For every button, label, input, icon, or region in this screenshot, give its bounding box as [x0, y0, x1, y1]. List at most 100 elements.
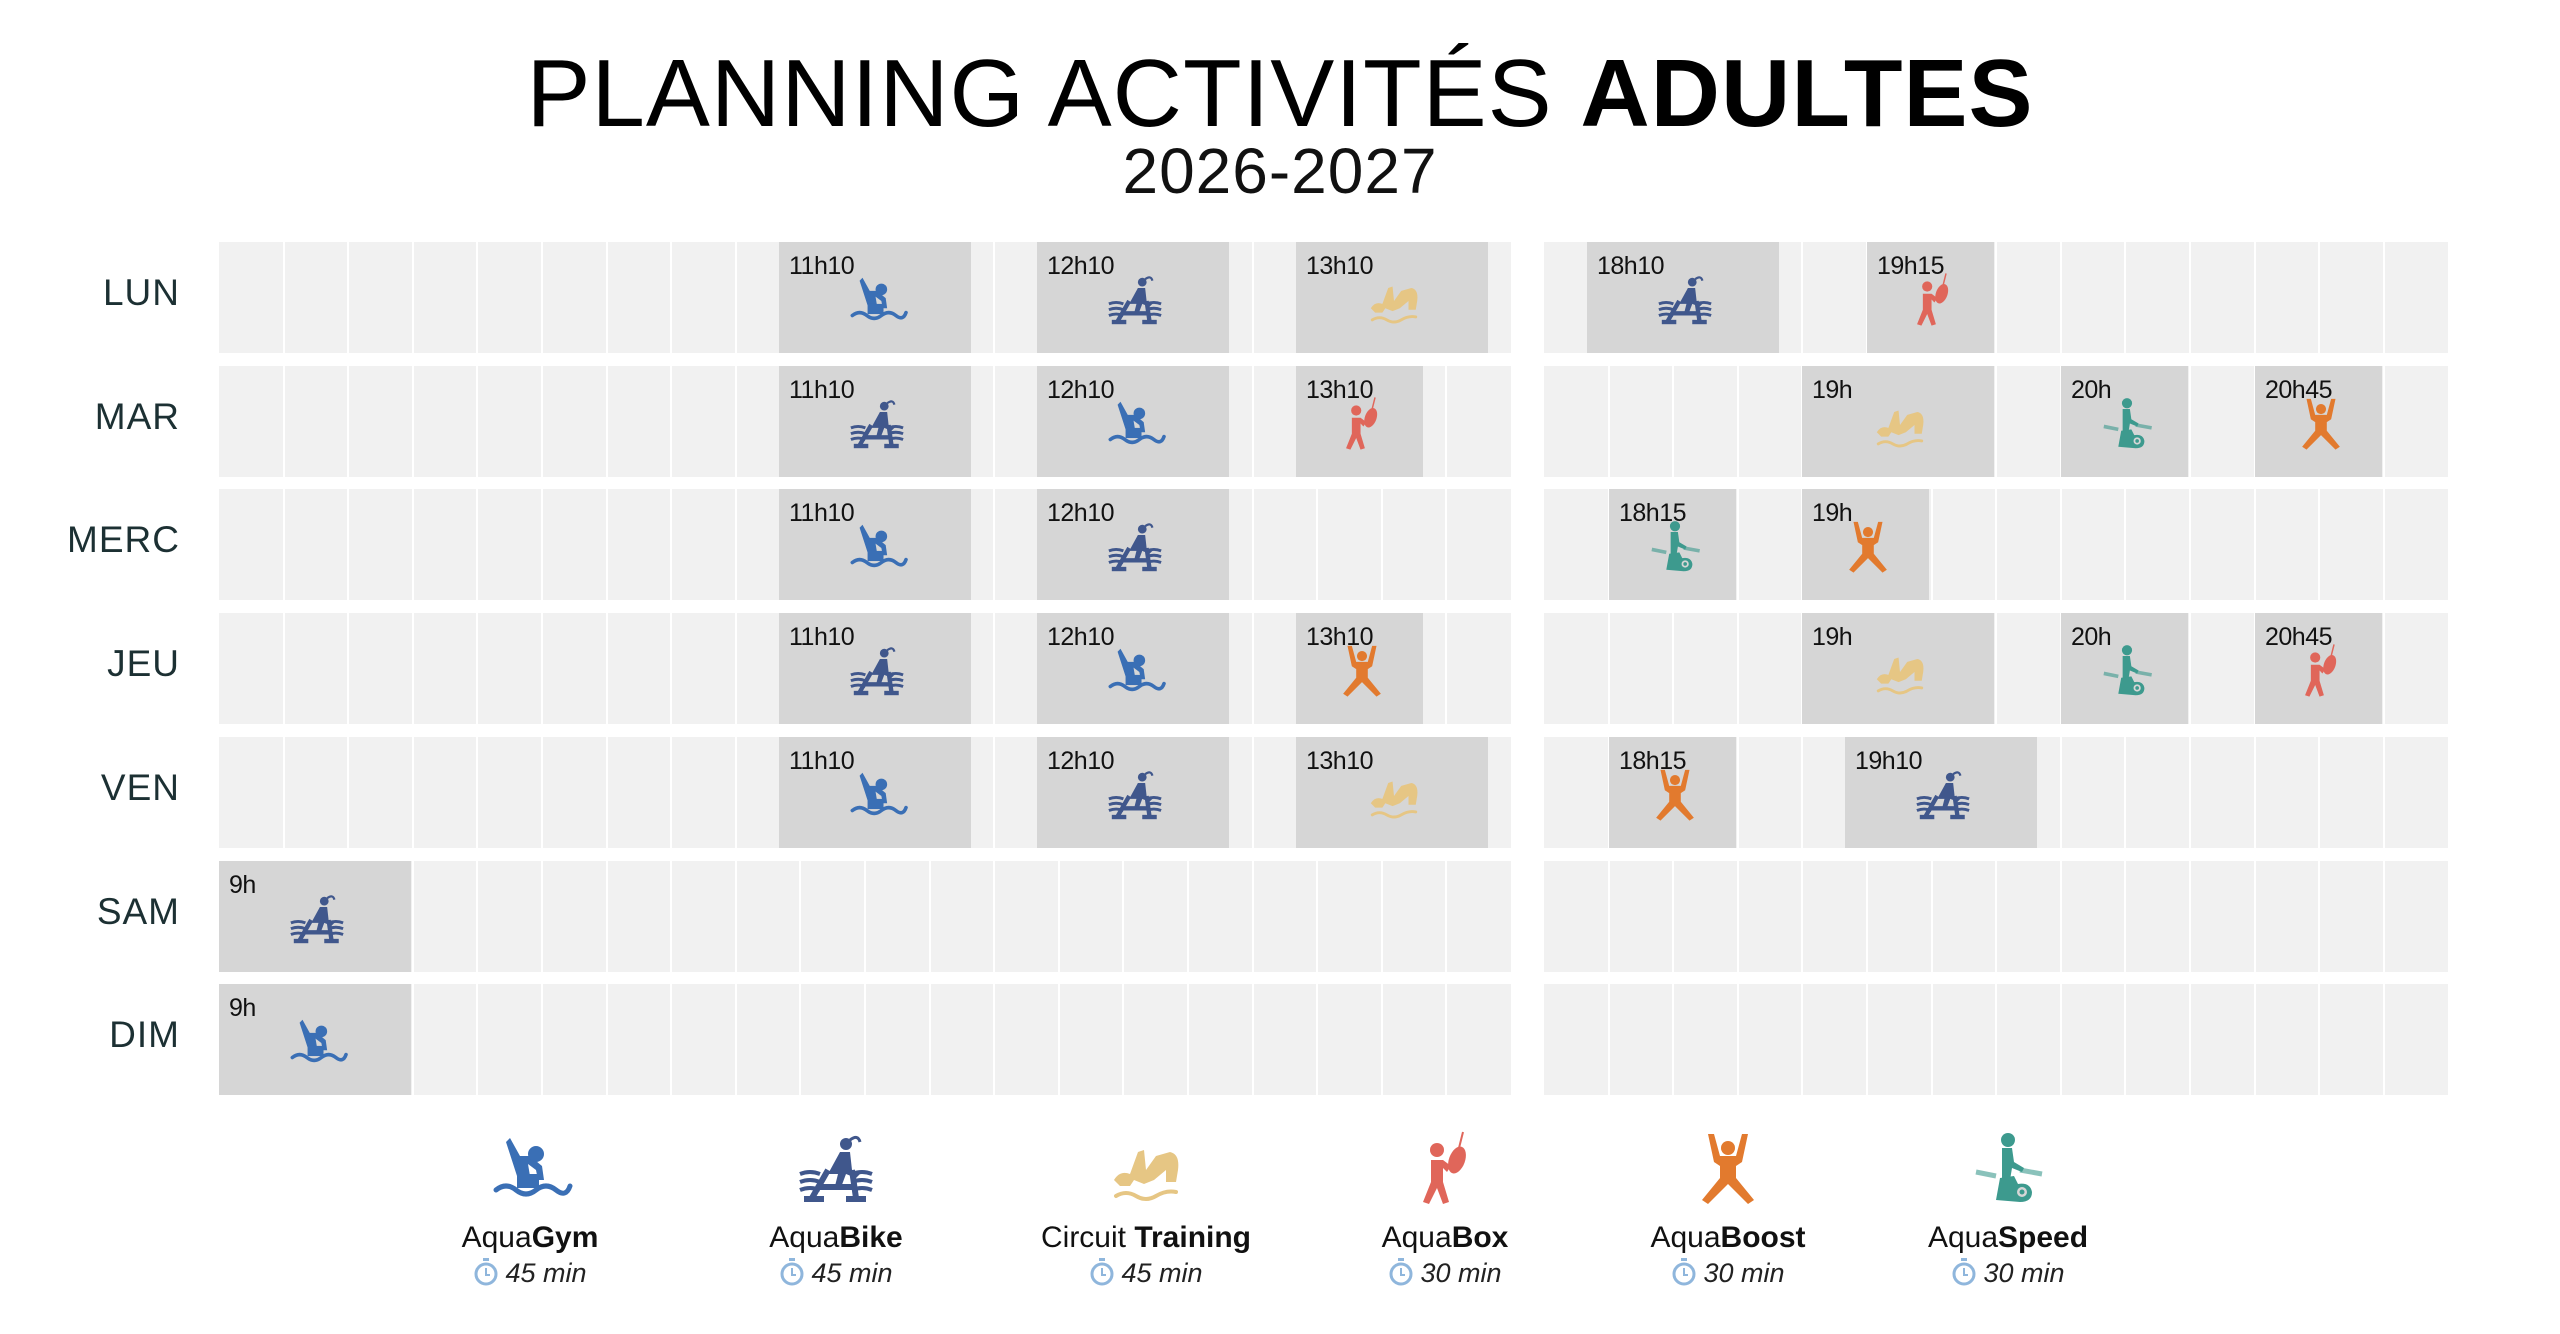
swimmer-icon — [1097, 643, 1173, 701]
circuit-training-icon — [1862, 643, 1938, 701]
session-aquabike[interactable]: 11h10 — [779, 613, 971, 725]
session-time: 20h — [2071, 623, 2112, 652]
slot-divider — [2383, 242, 2385, 353]
slot-divider — [1252, 736, 1254, 848]
slot-divider — [1995, 860, 1997, 972]
duration-text: 30 min — [1420, 1258, 1502, 1288]
slot-divider — [476, 365, 478, 477]
session-aquabox[interactable]: 19h15 — [1867, 242, 1994, 353]
slot-divider — [2124, 860, 2126, 972]
session-aquagym[interactable]: 9h — [219, 984, 411, 1096]
slot-divider — [1672, 860, 1674, 972]
session-circuit[interactable]: 19h — [1802, 365, 1994, 477]
slot-divider — [670, 984, 672, 1096]
legend-duration: 45 min — [380, 1256, 680, 1290]
swimmer-icon — [1097, 396, 1173, 454]
session-aquabike[interactable]: 18h10 — [1587, 242, 1779, 353]
jumping-person-icon — [1830, 519, 1906, 577]
activity-prefix: Aqua — [769, 1221, 840, 1254]
slot-divider — [2189, 365, 2191, 477]
slot-divider — [670, 489, 672, 601]
slot-divider — [1608, 984, 1610, 1096]
slot-divider — [2318, 736, 2320, 848]
jumping-person-icon — [2283, 396, 2359, 454]
slot-divider — [2254, 736, 2256, 848]
slot-divider — [1995, 489, 1997, 601]
session-aquagym[interactable]: 12h10 — [1037, 365, 1229, 477]
slot-divider — [735, 489, 737, 601]
session-time: 18h15 — [1619, 746, 1687, 775]
duration-text: 45 min — [811, 1258, 893, 1288]
slot-divider — [2254, 242, 2256, 353]
session-circuit[interactable]: 13h10 — [1296, 736, 1488, 848]
legend-activity-name: AquaBoost — [1578, 1220, 1878, 1256]
session-aquagym[interactable]: 11h10 — [779, 242, 971, 353]
activity-prefix: Aqua — [1927, 1221, 1999, 1254]
circuit-training-icon — [1862, 396, 1938, 454]
slot-divider — [1737, 365, 1739, 477]
slot-divider — [283, 613, 285, 725]
slot-divider — [2060, 489, 2062, 601]
slot-divider — [412, 365, 414, 477]
session-aquagym[interactable]: 11h10 — [779, 736, 971, 848]
session-aquabike[interactable]: 9h — [219, 860, 411, 972]
session-time: 19h — [1812, 623, 1853, 652]
session-circuit[interactable]: 19h — [1802, 613, 1994, 725]
slot-divider — [2383, 613, 2385, 725]
swimmer-icon — [839, 272, 915, 330]
swimmer-icon — [839, 767, 915, 825]
session-aquaspeed[interactable]: 20h — [2061, 613, 2188, 725]
session-aquaboost[interactable]: 18h15 — [1609, 736, 1736, 848]
slot-divider — [1866, 860, 1868, 972]
day-label: VEN — [100, 766, 180, 808]
session-aquabike[interactable]: 12h10 — [1037, 489, 1229, 601]
slot-divider — [347, 736, 349, 848]
session-aquabike[interactable]: 19h10 — [1845, 736, 2037, 848]
slot-divider — [993, 489, 995, 601]
duration-text: 30 min — [1983, 1258, 2065, 1288]
session-time: 11h10 — [789, 375, 855, 404]
slot-divider — [1737, 860, 1739, 972]
session-time: 18h10 — [1597, 252, 1665, 280]
session-aquaboost[interactable]: 19h — [1802, 489, 1929, 601]
slot-divider — [735, 242, 737, 353]
stationary-bike-icon — [2089, 643, 2165, 701]
legend-item-aquagym: AquaGym 45 min — [380, 1130, 680, 1290]
slot-divider — [476, 860, 478, 972]
slot-divider — [2189, 613, 2191, 725]
session-aquaspeed[interactable]: 20h — [2061, 365, 2188, 477]
legend-item-aquaspeed: AquaSpeed 30 min — [1858, 1130, 2158, 1290]
slot-divider — [2318, 242, 2320, 353]
legend-item-aquabox: AquaBox 30 min — [1295, 1130, 1595, 1290]
water-bike-icon — [790, 1130, 882, 1210]
session-circuit[interactable]: 13h10 — [1296, 242, 1488, 353]
day-label: MAR — [94, 395, 180, 437]
circuit-training-icon — [1100, 1130, 1192, 1210]
slot-divider — [1995, 984, 1997, 1096]
slot-divider — [1737, 736, 1739, 848]
session-time: 13h10 — [1306, 375, 1374, 404]
slot-divider — [476, 489, 478, 601]
slot-divider — [670, 860, 672, 972]
session-time: 20h — [2071, 375, 2112, 404]
slot-divider — [1608, 613, 1610, 725]
slot-divider — [993, 984, 995, 1096]
legend-activity-name: AquaBike — [686, 1220, 986, 1256]
slot-divider — [606, 365, 608, 477]
session-aquaspeed[interactable]: 18h15 — [1609, 489, 1736, 601]
session-aquabox[interactable]: 13h10 — [1296, 365, 1423, 477]
slot-divider — [1122, 984, 1124, 1096]
session-aquagym[interactable]: 11h10 — [779, 489, 971, 601]
session-aquabike[interactable]: 11h10 — [779, 365, 971, 477]
slot-divider — [1445, 860, 1447, 972]
slot-divider — [2124, 736, 2126, 848]
session-aquabox[interactable]: 20h45 — [2255, 613, 2382, 725]
slot-divider — [1122, 860, 1124, 972]
session-time: 12h10 — [1047, 252, 1115, 280]
session-aquabike[interactable]: 12h10 — [1037, 736, 1229, 848]
session-aquagym[interactable]: 12h10 — [1037, 613, 1229, 725]
session-aquaboost[interactable]: 13h10 — [1296, 613, 1423, 725]
slot-divider — [1058, 860, 1060, 972]
session-aquabike[interactable]: 12h10 — [1037, 242, 1229, 353]
session-aquaboost[interactable]: 20h45 — [2255, 365, 2382, 477]
